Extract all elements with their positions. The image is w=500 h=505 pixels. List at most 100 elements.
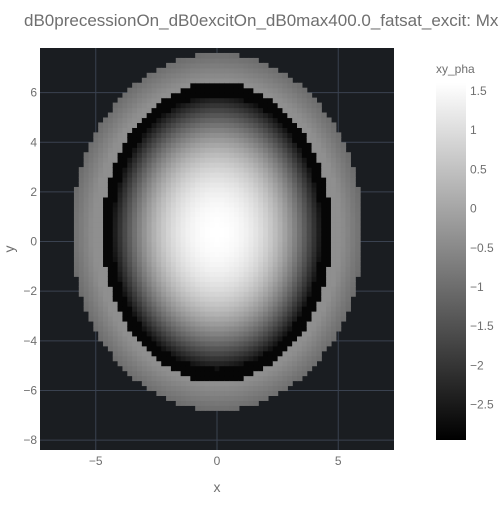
heatmap-cell (229, 400, 235, 406)
heatmap-cell (243, 177, 250, 183)
heatmap-cell (224, 405, 230, 411)
heatmap-cell (282, 157, 288, 163)
heatmap-cell (267, 102, 274, 109)
heatmap-cell (248, 246, 254, 253)
heatmap-cell (301, 251, 308, 258)
heatmap-cell (272, 206, 279, 213)
heatmap-cell (93, 172, 99, 178)
heatmap-cell (103, 261, 109, 267)
heatmap-cell (243, 216, 250, 223)
heatmap-cell (200, 335, 206, 342)
heatmap-cell (297, 306, 303, 312)
heatmap-cell (229, 330, 235, 337)
heatmap-cell (209, 82, 216, 89)
heatmap-cell (180, 236, 187, 243)
heatmap-cell (190, 316, 196, 322)
heatmap-cell (170, 177, 177, 183)
heatmap-cell (132, 316, 138, 322)
heatmap-cell (170, 137, 177, 143)
heatmap-cell (190, 102, 196, 109)
heatmap-cell (238, 355, 245, 362)
heatmap-cell (326, 271, 332, 277)
heatmap-cell (238, 72, 245, 79)
heatmap-cell (98, 335, 104, 342)
heatmap-cell (141, 345, 148, 352)
heatmap-cell (175, 172, 182, 178)
heatmap-cell (200, 152, 206, 158)
heatmap-cell (248, 380, 254, 387)
heatmap-cell (141, 375, 148, 382)
heatmap-cell (107, 177, 114, 183)
heatmap-cell (214, 147, 221, 153)
heatmap-cell (127, 92, 133, 99)
heatmap-cell (301, 261, 308, 267)
heatmap-cell (151, 167, 157, 173)
heatmap-cell (229, 301, 235, 307)
heatmap-cell (185, 375, 191, 382)
heatmap-cell (219, 301, 225, 307)
heatmap-cell (238, 102, 245, 109)
heatmap-cell (185, 77, 191, 84)
heatmap-cell (107, 281, 114, 287)
heatmap-cell (141, 266, 148, 272)
heatmap-cell (214, 320, 221, 327)
heatmap-cell (132, 345, 138, 352)
heatmap-cell (185, 306, 191, 312)
heatmap-cell (180, 206, 187, 213)
heatmap-cell (141, 172, 148, 178)
heatmap-cell (103, 127, 109, 133)
heatmap-cell (78, 236, 85, 243)
heatmap-cell (136, 236, 143, 243)
heatmap-cell (243, 311, 250, 317)
heatmap-cell (132, 206, 138, 213)
heatmap-cell (146, 182, 153, 188)
heatmap-cell (301, 162, 308, 168)
heatmap-cell (117, 177, 124, 183)
heatmap-cell (238, 350, 245, 357)
heatmap-cell (316, 162, 322, 168)
heatmap-cell (180, 102, 187, 109)
heatmap-cell (326, 226, 332, 233)
heatmap-cell (161, 345, 167, 352)
heatmap-cell (316, 286, 322, 292)
heatmap-cell (263, 62, 269, 69)
heatmap-cell (185, 286, 191, 292)
heatmap-cell (127, 186, 133, 193)
heatmap-cell (175, 92, 182, 99)
heatmap-cell (166, 82, 172, 89)
heatmap-cell (166, 395, 172, 401)
heatmap-cell (185, 132, 191, 138)
heatmap-cell (166, 102, 172, 109)
heatmap-cell (117, 335, 124, 342)
heatmap-cell (287, 276, 293, 282)
heatmap-cell (127, 216, 133, 223)
heatmap-cell (321, 152, 327, 158)
heatmap-cell (166, 281, 172, 287)
heatmap-cell (204, 241, 211, 248)
heatmap-cell (233, 67, 240, 74)
heatmap-cell (301, 191, 308, 198)
heatmap-cell (146, 206, 153, 213)
heatmap-cell (233, 117, 240, 124)
heatmap-cell (277, 276, 284, 282)
heatmap-cell (141, 251, 148, 258)
heatmap-cell (132, 301, 138, 307)
heatmap-cell (238, 196, 245, 203)
heatmap-cell (263, 286, 269, 292)
heatmap-cell (253, 360, 259, 367)
heatmap-cell (180, 276, 187, 282)
heatmap-cell (297, 340, 303, 347)
heatmap-cell (263, 107, 269, 114)
heatmap-cell (117, 325, 124, 332)
heatmap-cell (190, 67, 196, 74)
heatmap-cell (141, 127, 148, 133)
heatmap-cell (258, 350, 264, 357)
heatmap-cell (306, 92, 313, 99)
heatmap-cell (170, 271, 177, 277)
heatmap-cell (272, 276, 279, 282)
heatmap-cell (180, 127, 187, 133)
heatmap-cell (204, 162, 211, 168)
heatmap-cell (141, 216, 148, 223)
heatmap-cell (355, 216, 361, 223)
heatmap-cell (233, 325, 240, 332)
